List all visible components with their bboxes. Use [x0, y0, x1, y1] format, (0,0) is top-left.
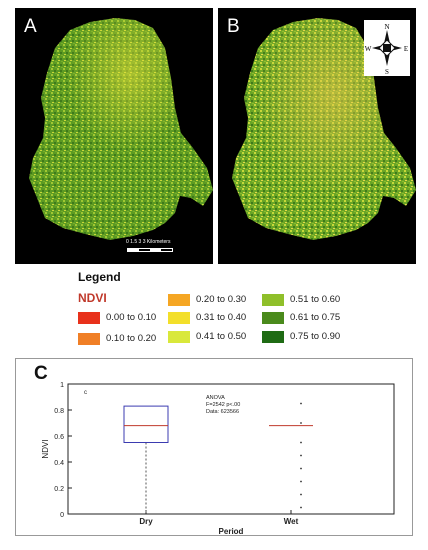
panel-label-c: C — [34, 363, 48, 384]
outlier-point — [300, 506, 302, 509]
y-tick-label: 0.8 — [54, 408, 64, 415]
scale-bar-ticks: 0 1.5 3 — [126, 239, 142, 245]
y-tick-label: 0.4 — [54, 460, 64, 467]
legend-label: 0.31 to 0.40 — [196, 312, 247, 323]
corner-label: c — [84, 390, 87, 396]
ndvi-boxplot-panel: C 0 0.2 0.4 0.6 0.8 1 NDVI Dry Wet Period c ANOVA F=… — [15, 358, 413, 536]
outlier-point — [300, 480, 302, 483]
x-axis-label: Period — [219, 527, 244, 536]
legend-label: 0.10 to 0.20 — [106, 333, 157, 344]
ndvi-map-panel-b: B N S W E — [218, 8, 416, 264]
legend-swatch — [78, 312, 100, 324]
legend-swatch — [262, 331, 284, 343]
legend-swatch — [168, 331, 190, 343]
x-tick-label: Dry — [139, 517, 153, 526]
compass-rose: N S W E — [364, 20, 410, 76]
y-axis-label: NDVI — [41, 439, 50, 458]
legend-title: Legend — [78, 270, 121, 284]
iqr-box — [123, 405, 169, 443]
compass-s: S — [385, 68, 389, 76]
outlier-point — [300, 441, 302, 444]
ndvi-legend: Legend NDVI 0.00 to 0.10 0.10 to 0.20 0.20… — [72, 270, 402, 360]
legend-swatch — [262, 294, 284, 306]
outlier-point — [300, 493, 302, 496]
y-tick-label: 0 — [60, 512, 64, 519]
scale-bar: 0 1.5 3 3 Kilometers — [126, 239, 210, 259]
compass-e: E — [404, 45, 408, 53]
ndvi-map-panel-a: A 0 1.5 3 3 Kilometers — [15, 8, 213, 264]
outlier-point — [300, 467, 302, 470]
legend-label: 0.61 to 0.75 — [290, 312, 341, 323]
panel-label-a: A — [24, 16, 37, 37]
panel-label-b: B — [227, 16, 240, 37]
y-tick-label: 0.6 — [54, 434, 64, 441]
legend-label: 0.51 to 0.60 — [290, 294, 341, 305]
legend-label: 0.75 to 0.90 — [290, 331, 341, 342]
scale-bar-graphic — [127, 248, 173, 252]
legend-swatch — [78, 333, 100, 345]
anova-annotation: ANOVA — [206, 395, 225, 401]
anova-annotation: Data: 623566 — [206, 409, 239, 415]
anova-annotation: F=2542 p<.00 — [206, 402, 240, 408]
y-tick-label: 0.2 — [54, 486, 64, 493]
ndvi-map-a — [29, 18, 213, 240]
legend-label: 0.00 to 0.10 — [106, 312, 157, 323]
y-tick-label: 1 — [60, 382, 64, 389]
outlier-point — [300, 402, 302, 405]
legend-swatch — [168, 294, 190, 306]
legend-swatch — [262, 312, 284, 324]
compass-w: W — [365, 45, 372, 53]
compass-n: N — [384, 23, 389, 31]
legend-label: 0.41 to 0.50 — [196, 331, 247, 342]
legend-label: 0.20 to 0.30 — [196, 294, 247, 305]
outlier-point — [300, 422, 302, 424]
outlier-point — [300, 454, 302, 457]
legend-subtitle: NDVI — [78, 291, 107, 305]
scale-bar-unit: 3 Kilometers — [142, 239, 171, 245]
ndvi-boxplot: 0 0.2 0.4 0.6 0.8 1 NDVI Dry Wet Period c ANOVAF=25… — [41, 382, 395, 536]
legend-swatch — [168, 312, 190, 324]
plot-frame — [67, 383, 395, 515]
x-tick-label: Wet — [284, 517, 299, 526]
